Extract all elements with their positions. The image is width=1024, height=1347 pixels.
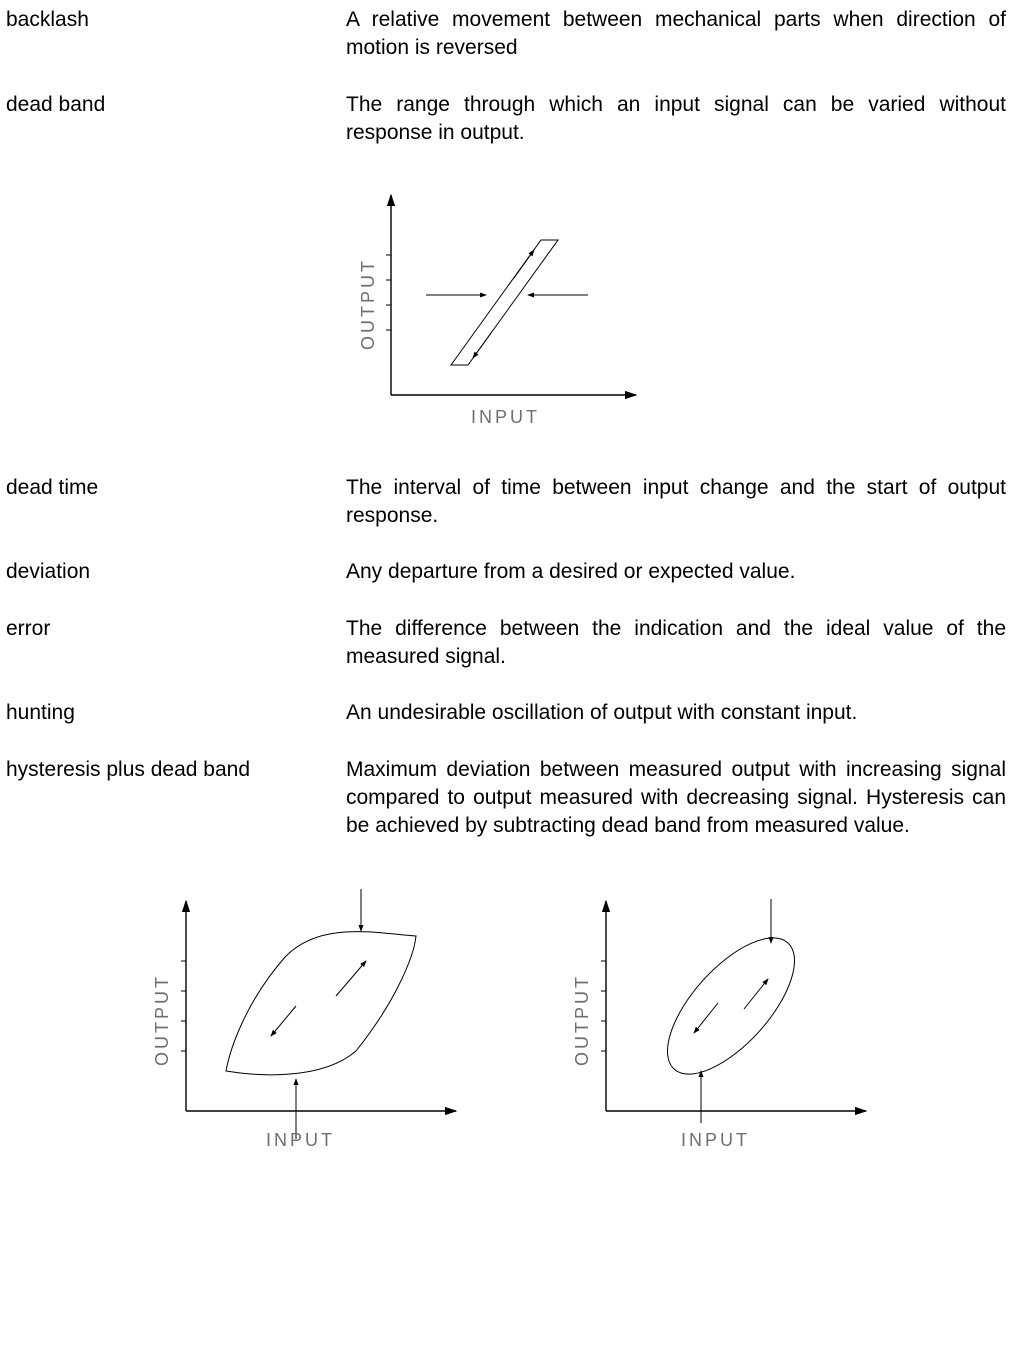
y-axis-label: OUTPUT (152, 974, 172, 1066)
definition: Any departure from a desired or expected… (346, 558, 1006, 586)
entry-hysteresis: hysteresis plus dead band Maximum deviat… (6, 756, 1006, 841)
term: dead band (6, 91, 346, 119)
term: hysteresis plus dead band (6, 756, 346, 784)
hysteresis-poly-diagram: INPUT OUTPUT (126, 871, 486, 1161)
definition: The difference between the indication an… (346, 615, 1006, 672)
hysteresis-ellipse-diagram: INPUT OUTPUT (546, 871, 906, 1161)
band-arrow-down-icon (473, 333, 491, 358)
deadband-diagram: INPUT OUTPUT (336, 175, 656, 435)
entry-backlash: backlash A relative movement between mec… (6, 6, 1006, 63)
term: error (6, 615, 346, 643)
y-axis-label: OUTPUT (572, 974, 592, 1066)
entry-error: error The difference between the indicat… (6, 615, 1006, 672)
deadband-shape (451, 240, 558, 365)
band-arrow-up-icon (514, 250, 534, 278)
glossary-page: backlash A relative movement between mec… (0, 0, 1024, 1201)
loop-arrow-down-icon (271, 1006, 296, 1036)
term: deviation (6, 558, 346, 586)
hysteresis-ellipse-shape (646, 917, 816, 1094)
definition: Maximum deviation between measured outpu… (346, 756, 1006, 841)
definition: The range through which an input signal … (346, 91, 1006, 148)
term: backlash (6, 6, 346, 34)
figure-hysteresis-pair: INPUT OUTPUT INPUT OUT (126, 871, 1006, 1161)
term: dead time (6, 474, 346, 502)
loop-arrow-down-icon (694, 1003, 718, 1033)
definition: The interval of time between input chang… (346, 474, 1006, 531)
definition: An undesirable oscillation of output wit… (346, 699, 1006, 727)
entry-dead-band: dead band The range through which an inp… (6, 91, 1006, 148)
hysteresis-loop-shape (226, 931, 416, 1074)
figure-dead-band: INPUT OUTPUT (336, 175, 1006, 443)
x-axis-label: INPUT (266, 1130, 335, 1150)
entry-hunting: hunting An undesirable oscillation of ou… (6, 699, 1006, 727)
definition: A relative movement between mechanical p… (346, 6, 1006, 63)
entry-deviation: deviation Any departure from a desired o… (6, 558, 1006, 586)
term: hunting (6, 699, 346, 727)
x-axis-label: INPUT (681, 1130, 750, 1150)
entry-dead-time: dead time The interval of time between i… (6, 474, 1006, 531)
y-axis-label: OUTPUT (358, 258, 378, 350)
loop-arrow-up-icon (744, 979, 768, 1009)
x-axis-label: INPUT (471, 407, 540, 427)
loop-arrow-up-icon (336, 961, 366, 996)
